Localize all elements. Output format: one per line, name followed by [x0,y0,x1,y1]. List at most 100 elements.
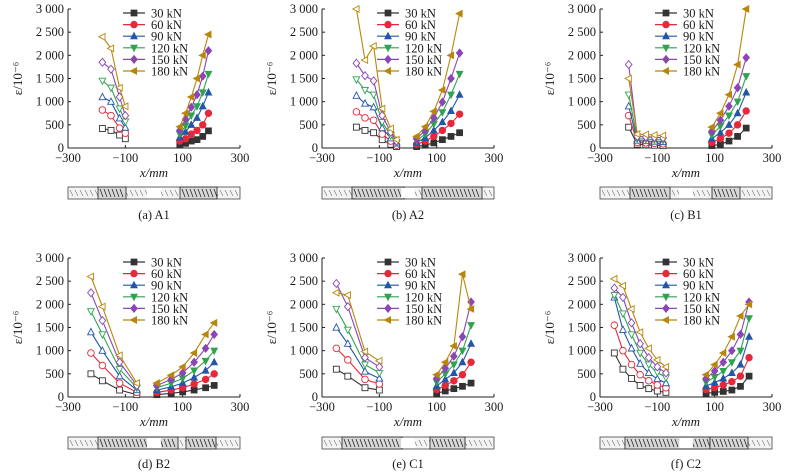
hatch [483,189,488,197]
data-point [719,373,728,382]
data-point [361,384,369,392]
data-point [98,106,107,114]
data-point [736,360,745,368]
data-point [429,107,437,116]
data-point [430,139,438,147]
data-point [412,132,420,141]
data-point [636,371,644,379]
y-axis-title: ε/10⁻⁶ [264,311,279,344]
hatch [129,189,134,197]
series-line-left [335,283,380,368]
data-point [181,135,190,143]
legend-marker [130,54,138,64]
hatch [756,439,761,447]
sleeve-hatch [727,438,732,448]
data-point [645,385,653,393]
series-90-kN [86,327,219,394]
sleeve-hatch [207,438,212,448]
data-point [467,358,475,366]
legend-marker [384,293,392,302]
legend-marker [130,31,138,40]
data-point [181,127,190,135]
sleeve-hatch [739,438,744,448]
series-line-left [90,276,138,384]
series-150-kN [610,283,753,384]
data-point [87,288,95,298]
hatch [219,189,224,197]
legend-marker [384,303,392,313]
data-point [636,349,645,358]
data-point [450,385,458,393]
legend-label: 60 kN [683,267,714,281]
sleeve-hatch [123,438,128,448]
sleeve-hatch [674,438,679,448]
data-point [210,370,218,378]
series-line-right [179,34,210,127]
series-line-left [90,292,138,386]
data-point [86,272,95,281]
data-point [627,318,636,328]
series-180-kN [97,30,212,131]
legend-marker [130,20,138,29]
y-tick-label: 3 000 [290,251,318,265]
sleeve-hatch [443,188,448,198]
data-point [115,351,123,360]
series-line-left [336,368,380,391]
data-point [636,339,645,349]
sleeve-hatch [361,188,366,198]
hatch [94,439,99,447]
sleeve-hatch [443,438,448,448]
data-point [210,347,219,356]
legend-label: 60 kN [151,18,182,32]
sleeve-hatch [197,188,202,198]
data-point [742,73,751,81]
data-point [201,343,210,353]
sleeve-region [624,436,711,450]
sleeve-hatch [666,438,671,448]
sleeve-hatch [650,438,655,448]
data-point [98,331,107,340]
data-point [369,102,378,111]
data-point [725,120,733,128]
data-point [351,4,360,14]
legend-marker [662,54,670,64]
sleeve-hatch [655,188,660,198]
data-point [707,123,715,132]
sleeve-hatch [371,438,376,448]
hatch [234,439,239,447]
legend-marker [384,54,392,64]
y-tick-label: 500 [299,118,318,132]
data-point [115,105,124,114]
data-point [360,55,369,65]
hatch [701,189,706,197]
sleeve-hatch [99,438,104,448]
hatch [229,189,234,197]
sleeve-hatch [127,438,132,448]
sleeve-hatch [431,188,436,198]
legend-marker [662,9,670,17]
data-point [438,117,447,126]
y-tick-label: 2 500 [290,274,318,288]
legend-label: 150 kN [151,53,188,67]
hatch [488,189,493,197]
data-point [121,123,130,131]
y-axis-title: ε/10⁻⁶ [10,311,25,344]
sleeve-hatch [439,438,444,448]
x-tick-label: 100 [427,400,446,414]
data-point [727,332,735,341]
sleeve-hatch [387,438,392,448]
data-point [190,357,198,367]
sleeve-hatch [659,188,664,198]
data-point [625,123,633,131]
x-tick-label: 300 [231,151,250,165]
data-point [201,366,210,374]
y-tick-label: 1 500 [290,72,318,86]
specimen-schematic [67,436,241,450]
data-point [198,71,207,81]
data-point [652,355,661,364]
hatch [611,439,616,447]
sleeve-hatch [717,188,722,198]
y-tick-label: 500 [45,118,64,132]
sleeve-hatch [167,438,172,448]
